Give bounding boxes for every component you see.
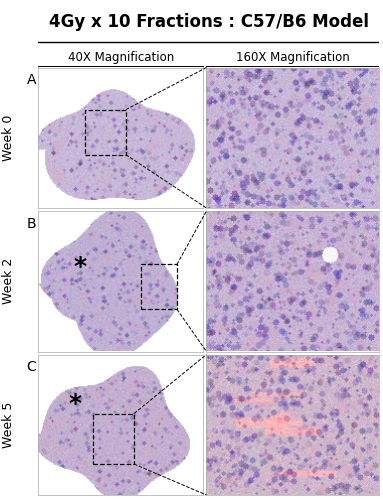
Text: 40X Magnification: 40X Magnification [68, 50, 174, 64]
Text: Week 2: Week 2 [2, 258, 15, 304]
Text: B: B [27, 216, 36, 230]
Text: 4Gy x 10 Fractions : C57/B6 Model: 4Gy x 10 Fractions : C57/B6 Model [49, 13, 369, 31]
Text: Week 0: Week 0 [2, 114, 15, 161]
Text: *: * [68, 392, 81, 415]
Text: A: A [27, 73, 36, 87]
Text: *: * [73, 255, 86, 279]
Bar [141, 264, 177, 310]
Bar [93, 414, 134, 464]
Text: 160X Magnification: 160X Magnification [236, 50, 350, 64]
Text: Week 5: Week 5 [2, 402, 15, 448]
Bar [85, 110, 126, 154]
Text: C: C [27, 360, 36, 374]
